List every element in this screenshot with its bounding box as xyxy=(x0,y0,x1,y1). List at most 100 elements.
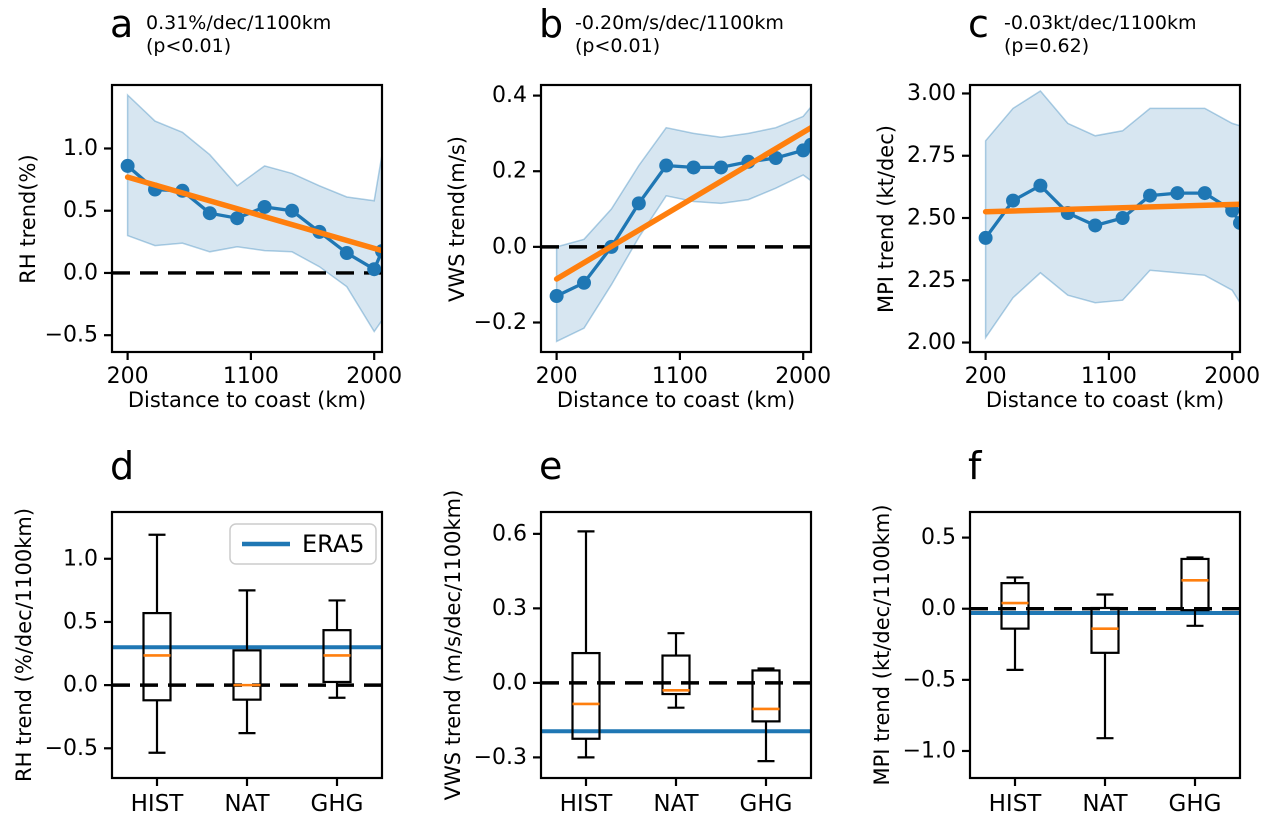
y-tick-label: 0.6 xyxy=(492,521,527,546)
y-tick-label: 0.0 xyxy=(921,596,956,621)
panel-d: d RH trend (%/dec/1100km) HIST NAT GHG ERA5… xyxy=(0,420,429,832)
y-tick-label: 2.00 xyxy=(907,330,956,355)
p-value-text-a: (p<0.01) xyxy=(146,35,232,57)
panel-title-c: -0.03kt/dec/1100km (p=0.62) xyxy=(1004,12,1196,58)
plot-area-c: 200 1100 2000 2.00 2.25 2.50 2.75 3.00 xyxy=(907,81,1260,389)
trend-rate-text-c: -0.03kt/dec/1100km xyxy=(1004,12,1197,34)
confidence-band xyxy=(555,105,811,343)
x-tick-label: 1100 xyxy=(223,364,279,389)
box-rect xyxy=(571,651,601,740)
trend-rate-text-b: -0.20m/s/dec/1100km xyxy=(575,12,784,34)
y-tick-label: 0.0 xyxy=(63,260,98,285)
data-point xyxy=(1115,211,1130,226)
box-rect xyxy=(1090,606,1120,654)
y-tick-label: 1.0 xyxy=(63,546,98,571)
data-point xyxy=(1033,178,1048,193)
data-point xyxy=(631,196,646,211)
box-rect xyxy=(661,654,691,696)
data-point xyxy=(714,160,728,175)
data-point xyxy=(1233,215,1240,230)
y-tick-label: 0.2 xyxy=(492,159,527,184)
x-tick-label: 200 xyxy=(965,364,1007,389)
data-point xyxy=(686,160,701,175)
data-point xyxy=(1006,193,1021,208)
panel-c: c -0.03kt/dec/1100km (p=0.62) MPI trend … xyxy=(858,0,1269,420)
panel-e: e VWS trend (m/s/dec/1100km) HIST NAT GHG −… xyxy=(429,420,858,832)
category-label: HIST xyxy=(131,791,185,817)
axes-frame xyxy=(539,83,813,354)
data-point xyxy=(659,158,674,173)
y-tick-label: 2.25 xyxy=(907,268,956,293)
x-tick-label: 2000 xyxy=(775,364,831,389)
panel-letter-b: b xyxy=(539,2,564,46)
panel-letter-c: c xyxy=(968,2,989,46)
data-point xyxy=(978,230,993,245)
axes-frame xyxy=(110,83,384,354)
y-tick-label: 3.00 xyxy=(907,81,956,106)
box-rect xyxy=(232,649,262,701)
x-tick-label: 1100 xyxy=(652,364,708,389)
category-label: HIST xyxy=(560,791,614,817)
trend-line xyxy=(553,124,811,282)
category-label: HIST xyxy=(989,791,1043,817)
data-point xyxy=(339,246,354,261)
axes-frame xyxy=(110,510,384,780)
trend-line xyxy=(982,201,1240,215)
y-tick-label: −0.5 xyxy=(45,736,98,761)
plot-area-a: 200 1100 2000 −0.5 0.0 0.5 1.0 xyxy=(45,83,402,389)
p-value-text-b: (p<0.01) xyxy=(575,35,661,57)
category-label: NAT xyxy=(224,791,270,817)
y-tick-label: 0.4 xyxy=(492,83,527,108)
legend-frame xyxy=(229,523,377,565)
plot-area-e: HIST NAT GHG −0.3 0.0 0.3 0.6 xyxy=(474,510,813,817)
p-value-text-c: (p=0.62) xyxy=(1004,35,1090,57)
data-point xyxy=(549,289,564,304)
data-point xyxy=(1170,186,1185,201)
panel-title-b: -0.20m/s/dec/1100km (p<0.01) xyxy=(575,12,784,58)
y-tick-label: −0.5 xyxy=(45,323,98,348)
data-point xyxy=(1088,218,1103,233)
panel-letter-a: a xyxy=(110,2,134,46)
category-label: GHG xyxy=(740,791,793,817)
panel-title-a: 0.31%/dec/1100km (p<0.01) xyxy=(146,12,331,58)
x-axis-label-a: Distance to coast (km) xyxy=(127,388,367,412)
data-point xyxy=(120,158,135,173)
panel-letter-d: d xyxy=(110,444,135,488)
data-point xyxy=(367,262,382,277)
y-tick-label: −0.5 xyxy=(903,667,956,692)
category-label: NAT xyxy=(1082,791,1128,817)
panel-letter-e: e xyxy=(539,444,563,488)
data-point xyxy=(230,211,245,226)
x-tick-label: 1100 xyxy=(1081,364,1137,389)
data-point xyxy=(577,275,592,290)
box-rect xyxy=(751,669,781,723)
x-axis-label-b: Distance to coast (km) xyxy=(556,388,796,412)
plot-area-f: HIST NAT GHG −1.0 −0.5 0.0 0.5 xyxy=(903,510,1242,817)
y-tick-label: 0.3 xyxy=(492,596,527,621)
x-tick-label: 200 xyxy=(536,364,578,389)
x-axis-label-c: Distance to coast (km) xyxy=(985,388,1225,412)
data-point xyxy=(768,150,783,165)
box-rect xyxy=(1180,557,1210,612)
y-tick-label: −0.3 xyxy=(474,745,527,770)
y-tick-label: −1.0 xyxy=(903,738,956,763)
category-label: NAT xyxy=(653,791,699,817)
axes-frame xyxy=(968,510,1242,780)
x-tick-label: 200 xyxy=(107,364,149,389)
data-point xyxy=(285,203,299,218)
panel-a: a 0.31%/dec/1100km (p<0.01) RH trend(%) … xyxy=(0,0,429,420)
axes-frame xyxy=(539,510,813,780)
panel-f: f MPI trend (kt/dec/1100km) HIST NAT GHG −1… xyxy=(858,420,1269,832)
trend-line xyxy=(124,174,382,254)
legend-label: ERA5 xyxy=(302,530,365,558)
y-tick-label: 0.5 xyxy=(921,525,956,550)
y-tick-label: 0.0 xyxy=(63,673,98,698)
plot-area-b: 200 1100 2000 −0.2 0.0 0.2 0.4 xyxy=(474,83,832,389)
category-label: GHG xyxy=(311,791,364,817)
y-tick-label: 0.0 xyxy=(492,670,527,695)
x-tick-label: 2000 xyxy=(346,364,402,389)
box-rect xyxy=(1000,582,1030,630)
confidence-band xyxy=(984,90,1240,341)
data-point xyxy=(257,199,272,214)
panel-b: b -0.20m/s/dec/1100km (p<0.01) VWS trend… xyxy=(429,0,858,420)
